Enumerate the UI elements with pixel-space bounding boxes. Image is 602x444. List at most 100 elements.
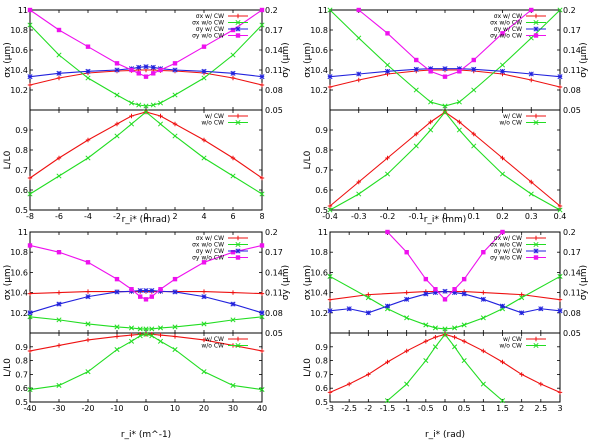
data-point [461,291,467,297]
data-point [136,64,142,70]
legend-label: w/ CW [503,113,522,120]
data-point [128,100,135,106]
legend-marker [533,33,539,38]
data-point [27,243,33,248]
data-point [456,99,462,105]
data-point [499,62,506,68]
top-y-left-label: σx (μm) [3,42,13,77]
data-point [172,276,178,282]
data-point [442,103,448,109]
data-point [384,171,391,177]
data-point [452,334,457,340]
data-point [149,288,155,294]
data-point [452,290,458,296]
data-point [172,347,178,353]
data-point [366,292,371,297]
data-point [201,321,207,327]
data-point [158,332,163,338]
y-right-tick-label: 0.17 [265,248,283,257]
legend-label: σy w/ CW [494,26,522,33]
data-point [172,61,178,66]
data-point [85,75,91,81]
data-point [499,398,506,404]
x-tick-label: -2 [113,212,121,221]
data-point [56,75,62,81]
data-point [461,358,467,364]
chart-panel-top-left: -8 -6 -4 -2 0 2 4 6 8 10.2 10.4 10.6 10.8 11 0.05 0.08 0… [3,6,291,225]
chart-panel-top-right: -0.4 -0.3 -0.2 -0.1 0 0.1 0.2 0.3 0.4 10.2 10.4 10.… [303,6,589,225]
data-point [114,276,120,282]
y-right-tick-label: 0.08 [265,309,283,318]
legend-label: σx w/o CW [490,20,522,27]
data-point [557,84,563,90]
x-tick-label: -0.1 [408,212,424,221]
y-left-tick-label: 11 [18,6,28,15]
data-point [27,314,33,320]
bottom-plot-frame [329,109,561,211]
data-point [327,297,333,302]
x-tick-label: -8 [26,212,34,221]
data-point [172,121,178,127]
data-point [442,74,448,79]
data-point [259,191,265,197]
data-point [143,64,149,70]
y-bottom-tick-label: 0.6 [315,186,328,195]
data-point [27,22,33,28]
data-point [442,66,448,72]
data-point [432,290,438,296]
data-point [85,294,91,300]
x-tick-label: -1 [403,404,411,413]
data-point [114,67,120,73]
data-point [56,382,62,388]
data-point [143,326,149,332]
x-tick-label: 0.4 [554,212,567,221]
data-point [481,290,486,295]
y-bottom-tick-label: 0.6 [15,384,28,393]
data-point [129,287,134,292]
data-point [128,121,135,127]
data-point [158,287,163,292]
data-point [452,344,458,350]
data-point [356,191,362,197]
y-bottom-tick-label: 0.7 [15,370,28,379]
y-left-tick-label: 10.4 [10,289,28,298]
data-point [129,332,134,338]
data-point [356,71,362,77]
data-point [230,52,236,58]
y-bottom-tick-label: 0.9 [15,126,28,135]
y-bottom-tick-label: 0.5 [15,206,28,215]
data-point [528,71,534,77]
x-axis-label: r_i* (mrad) [122,215,171,225]
legend-label: σy w/o CW [490,33,522,40]
top-plot-frame [329,9,561,111]
legend-marker [235,113,241,119]
legend-marker [533,19,539,26]
data-point [158,113,163,119]
x-tick-label: 0.5 [458,404,471,413]
data-point [404,315,410,321]
x-tick-label: 20 [199,404,209,413]
data-point [457,69,462,74]
data-point [27,291,33,296]
legend-label: σy w/ CW [196,248,224,255]
data-point [423,322,429,328]
legend-label: σx w/ CW [494,235,522,242]
data-point [346,306,352,312]
y-right-tick-label: 0.14 [563,268,581,277]
data-point [157,100,164,106]
y-bottom-tick-label: 0.8 [315,146,328,155]
data-point [528,35,534,41]
legend-label: σy w/ CW [494,248,522,255]
data-point [27,191,33,197]
data-point [423,291,429,297]
x-tick-label: 0 [442,212,447,221]
series-line-w/o-CW [329,111,561,211]
data-point [56,343,62,348]
legend-label: σy w/ CW [196,26,224,33]
y-bottom-tick-label: 0.9 [315,126,328,135]
y-right-tick-label: 0.2 [265,228,278,237]
data-point [172,324,178,330]
data-point [519,295,525,301]
data-point [114,92,120,98]
data-point [529,7,534,13]
